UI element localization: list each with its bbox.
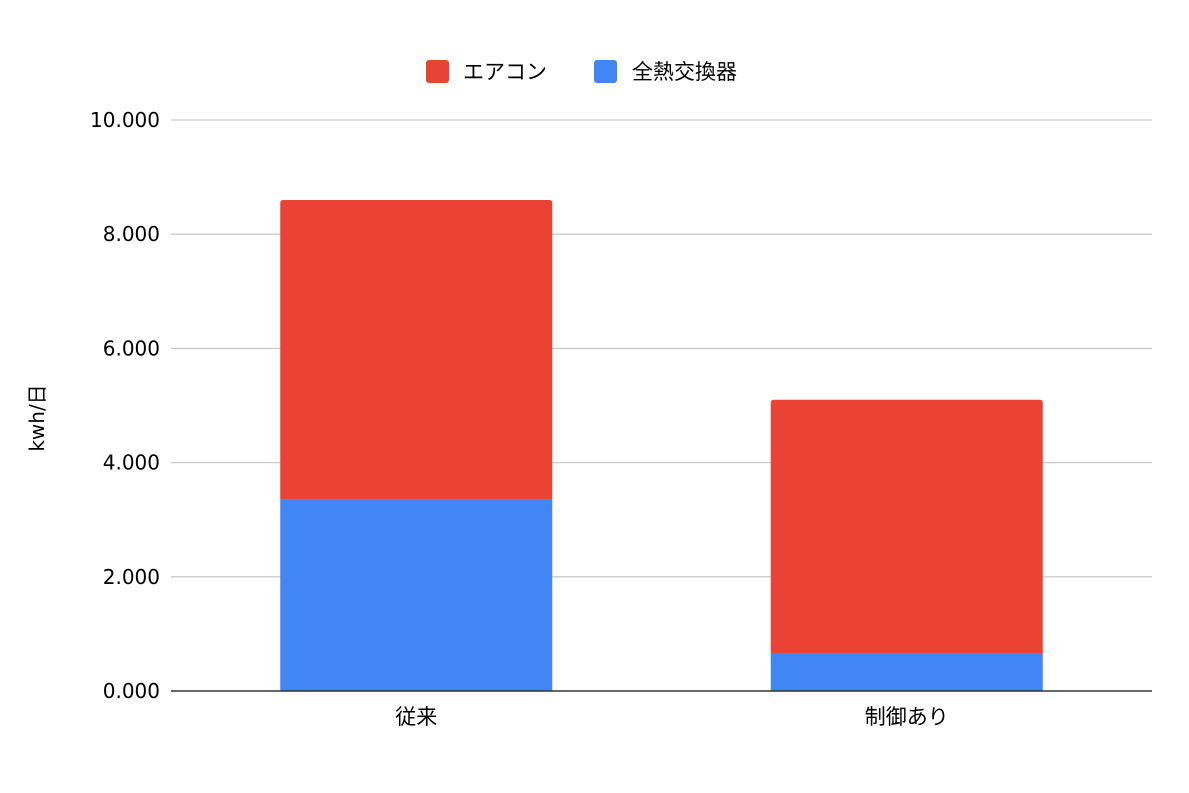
y-tick-label: 10.000 <box>90 108 160 132</box>
legend-label: 全熱交換器 <box>632 60 737 84</box>
y-tick-label: 0.000 <box>103 679 160 703</box>
bar-segment <box>280 199 553 500</box>
bar-segment <box>280 499 553 691</box>
legend-swatch <box>426 60 449 83</box>
x-category-label: 従来 <box>395 705 437 729</box>
bar-segment <box>770 399 1043 654</box>
y-tick-label: 2.000 <box>103 565 160 589</box>
y-axis-title: kwh/日 <box>25 384 49 451</box>
legend: エアコン 全熱交換器 <box>426 60 737 84</box>
axes: 0.000 2.000 4.000 6.000 8.000 10.000 従来 制御あり <box>90 108 1152 729</box>
legend-swatch <box>594 60 617 83</box>
y-tick-label: 6.000 <box>103 336 160 360</box>
y-tick-label: 8.000 <box>103 222 160 246</box>
legend-label: エアコン <box>463 60 547 84</box>
y-tick-label: 4.000 <box>103 451 160 475</box>
bar-segment <box>770 653 1043 691</box>
x-category-label: 制御あり <box>865 705 949 729</box>
bars <box>280 199 1043 691</box>
